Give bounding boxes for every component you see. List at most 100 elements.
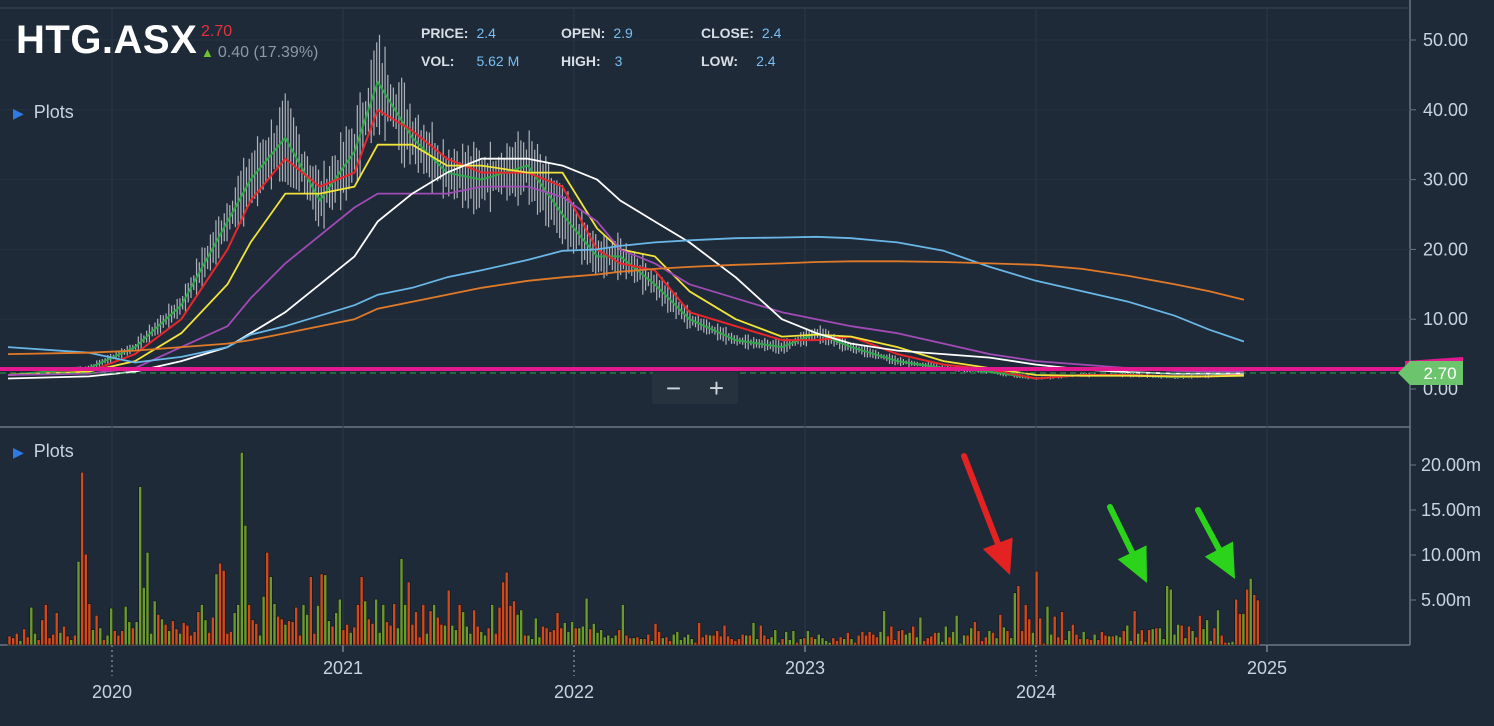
zoom-out-button[interactable]: −	[665, 373, 682, 403]
moving-average-line	[7, 185, 1244, 376]
volume-bar	[755, 638, 759, 646]
volume-bar	[475, 625, 480, 646]
x-tick-label: 2025	[1247, 658, 1287, 678]
volume-bar	[102, 639, 106, 646]
volume-bar	[1078, 638, 1082, 646]
volume-bar	[22, 628, 26, 646]
volume-bar	[842, 638, 847, 646]
price-plots-toggle[interactable]: ▶ Plots	[13, 102, 74, 122]
moving-average-line	[7, 260, 1245, 355]
volume-bar	[51, 633, 55, 646]
volume-bar	[1089, 639, 1093, 646]
volume-bar	[991, 632, 995, 646]
volume-bar	[334, 612, 339, 646]
volume-bar	[621, 604, 625, 646]
volume-bar	[911, 625, 916, 646]
volume-bar	[1256, 599, 1260, 646]
volume-bar	[762, 634, 767, 646]
volume-bar	[791, 630, 796, 646]
volume-bar	[1154, 627, 1159, 646]
volume-bar	[1085, 638, 1090, 646]
volume-bar	[171, 620, 175, 646]
volume-bar	[268, 576, 273, 646]
volume-bar	[1201, 628, 1206, 646]
volume-bar	[443, 624, 447, 646]
volume-bar	[508, 605, 513, 646]
volume-bar	[403, 604, 407, 646]
volume-bar	[1209, 640, 1213, 646]
volume-bar	[312, 632, 317, 646]
zoom-in-button[interactable]: +	[708, 373, 725, 403]
volume-bar	[1136, 632, 1140, 646]
volume-bar	[123, 605, 128, 646]
volume-bar	[149, 632, 153, 646]
volume-bar	[290, 621, 295, 646]
volume-bar	[882, 610, 886, 646]
volume-bar	[163, 623, 168, 646]
volume-bar	[105, 634, 110, 646]
volume-bar	[951, 631, 955, 646]
volume-bar	[914, 636, 919, 646]
volume-bar	[327, 620, 331, 646]
volume-bar	[497, 606, 502, 646]
volume-bar	[36, 639, 41, 646]
volume-bar	[573, 627, 578, 646]
volume-bar	[287, 620, 291, 646]
volume-bar	[1071, 623, 1075, 646]
volume-bar	[1147, 629, 1151, 646]
volume-bar	[348, 632, 353, 646]
volume-bar	[381, 604, 386, 646]
volume-bar	[1227, 641, 1231, 646]
volume-bar	[515, 614, 520, 646]
volume-bar	[454, 629, 458, 646]
volume-bar	[700, 636, 705, 646]
volume-bar	[693, 641, 698, 646]
volume-bar	[1158, 627, 1162, 646]
volume-bar	[1114, 634, 1119, 646]
volume-bar	[265, 551, 270, 646]
last-price: 2.70	[201, 23, 233, 40]
volume-plots-toggle[interactable]: ▶ Plots	[13, 441, 74, 461]
volume-bar	[385, 621, 389, 646]
price-change: ▲ 0.40 (17.39%)	[201, 44, 318, 62]
volume-bar	[581, 625, 585, 646]
volume-bar	[642, 638, 647, 646]
volume-bar	[483, 634, 487, 646]
volume-bar	[1198, 614, 1202, 646]
volume-bar	[570, 621, 574, 646]
volume-bar	[958, 642, 963, 646]
volume-bar	[889, 625, 894, 646]
up-arrow-icon: ▲	[201, 45, 214, 60]
volume-bar	[795, 641, 799, 646]
volume-bar	[639, 638, 643, 646]
volume-bar	[1241, 613, 1246, 646]
volume-bar	[523, 634, 527, 646]
volume-bar	[1234, 598, 1238, 646]
volume-bar	[987, 630, 992, 646]
moving-average-line	[7, 80, 1245, 380]
volume-bar	[457, 604, 462, 646]
volume-bar	[1100, 631, 1104, 646]
green-annotation-arrow-head	[1204, 541, 1235, 579]
volume-bar	[816, 633, 821, 646]
volume-bar	[406, 581, 411, 646]
ohlc-close: CLOSE: 2.4	[701, 25, 782, 41]
volume-bar	[1121, 630, 1126, 646]
volume-bar	[62, 625, 66, 646]
volume-bar	[425, 632, 429, 646]
volume-bar	[940, 641, 945, 646]
volume-bar	[885, 635, 890, 646]
red-annotation-arrow	[961, 453, 1005, 557]
volume-bar	[145, 551, 150, 646]
volume-bar	[1150, 628, 1155, 646]
volume-bar	[1216, 609, 1220, 646]
volume-bar	[240, 452, 244, 646]
volume-bar	[671, 633, 676, 646]
volume-bar	[980, 640, 984, 646]
price-marker-tag	[1398, 361, 1463, 385]
volume-bar	[650, 640, 654, 646]
price-marker-label: 2.70	[1423, 364, 1456, 383]
volume-bar	[374, 598, 378, 646]
volume-bar	[1132, 610, 1137, 646]
